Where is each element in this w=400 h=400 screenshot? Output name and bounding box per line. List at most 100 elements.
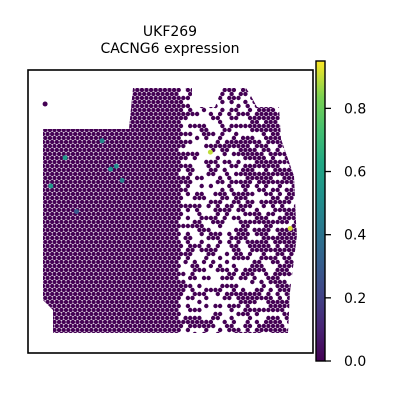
background-spot	[123, 99, 128, 105]
background-spot	[96, 348, 100, 352]
background-spot	[52, 143, 57, 149]
background-spot	[98, 271, 103, 277]
background-spot	[73, 139, 78, 145]
background-spot	[254, 175, 260, 181]
background-spot	[112, 127, 117, 133]
background-spot	[153, 103, 158, 109]
background-spot	[208, 111, 214, 117]
background-spot	[109, 299, 115, 305]
background-spot	[73, 331, 78, 333]
background-spot	[45, 267, 50, 273]
background-spot	[252, 163, 257, 169]
background-spot	[109, 267, 115, 273]
background-spot	[147, 348, 151, 352]
background-spot	[91, 88, 96, 89]
background-spot	[114, 91, 119, 97]
background-spot	[263, 175, 269, 181]
background-spot	[165, 291, 170, 297]
background-spot	[61, 183, 66, 189]
background-spot	[289, 163, 294, 169]
background-spot	[268, 135, 273, 141]
spatial-plot-area	[27, 69, 314, 354]
background-spot	[169, 307, 174, 313]
background-spot	[123, 171, 128, 177]
background-spot	[268, 255, 273, 261]
background-spot	[217, 95, 223, 101]
background-spot	[100, 187, 106, 193]
background-spot	[148, 88, 154, 93]
background-spot	[142, 219, 147, 225]
background-spot	[68, 267, 73, 273]
background-spot	[125, 207, 131, 213]
background-spot	[236, 231, 241, 237]
background-spot	[142, 91, 147, 97]
background-spot	[79, 167, 85, 173]
background-spot	[257, 155, 262, 161]
background-spot	[151, 107, 156, 113]
background-spot	[63, 139, 69, 145]
background-spot	[291, 103, 296, 109]
background-spot	[257, 187, 262, 193]
background-spot	[215, 291, 220, 297]
background-spot	[119, 227, 124, 233]
background-spot	[204, 287, 209, 293]
background-spot	[54, 203, 59, 209]
background-spot	[178, 115, 184, 121]
background-spot	[45, 147, 50, 153]
background-spot	[204, 344, 208, 348]
background-spot	[149, 336, 153, 340]
background-spot	[47, 223, 53, 229]
background-spot	[153, 271, 158, 277]
background-spot	[234, 171, 239, 177]
background-spot	[183, 340, 187, 344]
background-spot	[91, 299, 96, 305]
background-spot	[301, 320, 305, 324]
background-spot	[259, 287, 264, 293]
background-spot	[153, 327, 158, 333]
background-spot	[259, 111, 264, 117]
background-spot	[43, 223, 48, 229]
background-spot	[54, 139, 59, 145]
background-spot	[96, 211, 101, 217]
background-spot	[146, 275, 151, 281]
background-spot	[116, 119, 122, 125]
background-spot	[52, 336, 56, 340]
background-spot	[112, 135, 117, 141]
background-spot	[85, 336, 89, 340]
background-spot	[289, 291, 294, 297]
background-spot	[243, 203, 248, 209]
background-spot	[45, 115, 50, 121]
background-spot	[142, 299, 147, 305]
background-spot	[47, 175, 53, 181]
background-spot	[121, 231, 126, 237]
background-spot	[185, 183, 191, 189]
background-spot	[121, 215, 126, 221]
background-spot	[165, 163, 170, 169]
background-spot	[93, 191, 99, 197]
background-spot	[245, 143, 250, 149]
background-spot	[284, 235, 289, 241]
background-spot	[130, 239, 135, 245]
background-spot	[102, 303, 108, 309]
background-spot	[50, 88, 55, 89]
background-spot	[82, 243, 87, 249]
background-spot	[250, 199, 255, 205]
background-spot	[280, 91, 285, 97]
background-spot	[282, 143, 287, 149]
background-spot	[71, 336, 75, 340]
background-spot	[169, 203, 174, 209]
background-spot	[142, 147, 147, 153]
background-spot	[135, 327, 140, 333]
background-spot	[66, 191, 71, 197]
background-spot	[89, 207, 94, 213]
background-spot	[130, 287, 135, 293]
background-spot	[211, 251, 216, 257]
background-spot	[146, 235, 151, 241]
background-spot	[174, 195, 179, 201]
background-spot	[224, 147, 230, 153]
background-spot	[75, 143, 80, 149]
background-spot	[153, 143, 158, 149]
background-spot	[275, 227, 280, 233]
background-spot	[162, 199, 168, 205]
background-spot	[273, 327, 278, 333]
